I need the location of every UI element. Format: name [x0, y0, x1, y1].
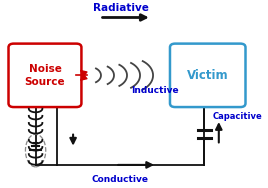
Text: Inductive: Inductive	[131, 86, 178, 95]
Text: Radiative: Radiative	[92, 3, 148, 13]
Text: Capacitive: Capacitive	[213, 112, 263, 121]
Text: Victim: Victim	[187, 69, 229, 82]
Text: Conductive: Conductive	[92, 175, 149, 184]
FancyBboxPatch shape	[9, 44, 81, 107]
Text: Noise
Source: Noise Source	[25, 64, 65, 87]
FancyBboxPatch shape	[170, 44, 245, 107]
